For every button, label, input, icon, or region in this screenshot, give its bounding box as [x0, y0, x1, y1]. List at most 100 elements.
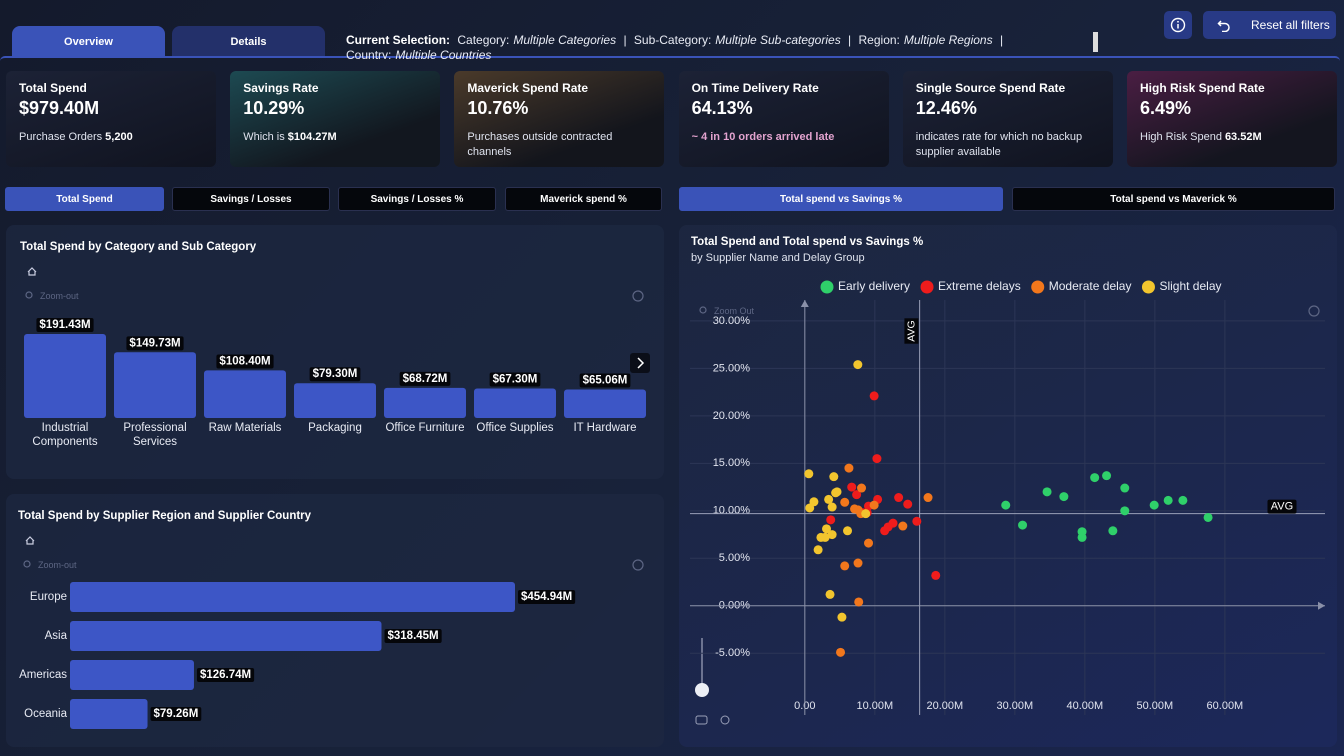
chart-subtitle: by Supplier Name and Delay Group — [691, 252, 865, 264]
measure-tab[interactable]: Savings / Losses — [172, 187, 330, 211]
y-tick-label: 5.00% — [719, 552, 750, 564]
help-icon[interactable] — [632, 290, 644, 302]
scatter-point — [1203, 512, 1213, 522]
y-category-label: Americas — [19, 669, 67, 681]
reference-label-bg — [904, 318, 919, 344]
scatter-point — [840, 561, 850, 571]
scatter-point — [820, 532, 830, 542]
kpi-value: $979.40M — [19, 98, 100, 118]
value-label-bg — [126, 336, 184, 351]
filter-field: Category: — [457, 33, 510, 47]
page-tab[interactable]: Overview — [12, 26, 165, 58]
page-tab[interactable]: Details — [172, 26, 325, 58]
value-label-bg — [489, 372, 541, 387]
kpi-note-text: Purchase Orders — [19, 131, 103, 143]
next-button[interactable] — [630, 353, 650, 373]
y-tick-label: 10.00% — [713, 505, 751, 517]
value-label: $65.06M — [583, 374, 628, 386]
value-label-group: $318.45M — [384, 629, 442, 644]
scatter-point — [804, 469, 814, 479]
kpi-title: On Time Delivery Rate — [691, 81, 819, 95]
x-category-label: Packaging — [308, 422, 362, 434]
panel — [6, 225, 664, 479]
slider-icon[interactable] — [695, 715, 708, 725]
home-icon[interactable] — [27, 267, 37, 276]
scatter-point — [903, 499, 913, 509]
measure-tab[interactable]: Savings / Losses % — [338, 187, 496, 211]
scatter-point — [805, 503, 815, 513]
y-tick-label: 20.00% — [713, 410, 751, 422]
value-label: $149.73M — [129, 337, 180, 349]
value-label-bg — [216, 354, 274, 369]
value-label-bg — [36, 318, 94, 333]
help-icon[interactable] — [632, 559, 644, 571]
scatter-point — [1108, 526, 1118, 536]
value-label: $79.26M — [154, 708, 199, 720]
value-label-group: $454.94M — [518, 590, 576, 605]
value-label-group: $79.30M — [309, 367, 361, 382]
x-axis-arrow — [1318, 601, 1325, 610]
kpi-card: Single Source Spend Rate 12.46% indicates … — [902, 71, 1113, 167]
scatter-point — [869, 500, 879, 510]
scatter-point — [912, 516, 922, 526]
reset-button[interactable]: Reset all filters — [1203, 11, 1336, 39]
bar — [24, 334, 106, 418]
x-tick-label: 10.00M — [856, 700, 893, 712]
scatter-point — [1163, 495, 1173, 505]
panel — [679, 225, 1337, 747]
value-label: $318.45M — [387, 630, 438, 642]
scatter-point — [857, 483, 867, 493]
scatter-point — [1001, 500, 1011, 510]
value-label-bg — [518, 590, 576, 605]
y-category-label: Europe — [30, 591, 67, 603]
zoom-label[interactable]: Zoom Out — [714, 306, 755, 316]
kpi-card: High Risk Spend Rate 6.49% High Risk Spend… — [1127, 71, 1337, 167]
x-category-label: Professional Services — [123, 422, 187, 448]
value-label: $126.74M — [200, 669, 251, 681]
y-tick-label: 30.00% — [713, 315, 751, 327]
y-tick-label: -5.00% — [715, 647, 750, 659]
bar — [70, 582, 515, 612]
zoom-label[interactable]: Zoom-out — [38, 560, 77, 570]
scatter-point — [923, 493, 933, 503]
scatter-point — [864, 538, 874, 548]
tab-underline — [0, 56, 1340, 61]
measure-tab[interactable]: Maverick spend % — [505, 187, 662, 211]
filter-value: Multiple Sub-categories — [715, 33, 841, 47]
kpi-note-value: 63.52M — [1224, 131, 1262, 143]
reference-label: AVG — [905, 320, 917, 341]
reset-label: Reset all filters — [1251, 18, 1330, 32]
scatter-point — [854, 597, 864, 607]
value-label: $191.43M — [39, 319, 90, 331]
slider-handle[interactable] — [695, 683, 709, 697]
chart-tab[interactable]: Total spend vs Maverick % — [1012, 187, 1335, 211]
home-icon[interactable] — [25, 536, 35, 545]
kpi-note: Purchase Orders 5,200 — [19, 130, 203, 145]
kpi-note: ~ 4 in 10 orders arrived late — [692, 130, 876, 145]
scatter-point — [836, 647, 846, 657]
kpi-value: 10.29% — [243, 98, 305, 118]
chart-title: Total Spend and Total spend vs Savings % — [691, 236, 924, 248]
zoom-label[interactable]: Zoom-out — [40, 291, 79, 301]
scatter-point — [869, 391, 879, 401]
value-label-group: AVG — [1267, 499, 1297, 514]
kpi-card: Savings Rate 10.29% Which is $104.27M — [230, 71, 441, 167]
value-label: $68.72M — [403, 373, 448, 385]
x-tick-label: 50.00M — [1137, 700, 1174, 712]
scatter-point — [888, 518, 898, 528]
scatter-point — [1042, 487, 1052, 497]
slider-icon[interactable] — [720, 715, 730, 725]
measure-tab[interactable]: Total Spend — [5, 187, 164, 211]
kpi-note-text: ~ 4 in 10 orders arrived late — [691, 131, 835, 143]
chart-tab[interactable]: Total spend vs Savings % — [679, 187, 1003, 211]
scatter-point — [1120, 483, 1130, 493]
kpi-value: 12.46% — [915, 98, 977, 118]
bar — [70, 699, 148, 729]
help-icon[interactable] — [1308, 305, 1320, 317]
kpi-card: Total Spend $979.40M Purchase Orders 5,200 — [6, 71, 216, 167]
value-label-group: $79.26M — [150, 707, 202, 722]
value-label-group: $191.43M — [36, 318, 94, 333]
info-button[interactable] — [1164, 11, 1192, 39]
